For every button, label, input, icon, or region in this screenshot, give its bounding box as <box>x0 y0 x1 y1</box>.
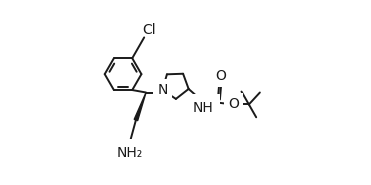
Text: O: O <box>228 97 239 111</box>
Text: Cl: Cl <box>142 23 155 37</box>
Polygon shape <box>134 92 146 121</box>
Text: N: N <box>157 83 168 97</box>
Text: NH: NH <box>193 101 213 115</box>
Text: NH₂: NH₂ <box>116 146 142 160</box>
Text: O: O <box>215 69 226 83</box>
